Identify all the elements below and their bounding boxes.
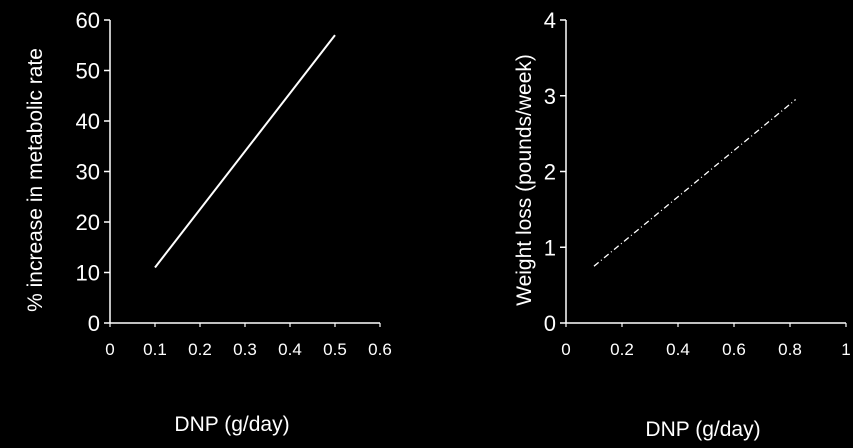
chart-weight-loss: 0 1 2 3 4 0 0.2 0.4 0.6 0.8 1 DNP (g/day) Weight … — [513, 8, 851, 441]
series-line — [593, 99, 797, 267]
x-tick-label: 0.4 — [666, 340, 690, 359]
y-tick-label: 1 — [544, 235, 556, 260]
y-tick-labels: 0 1 2 3 4 — [544, 8, 556, 336]
x-axis-label: DNP (g/day) — [645, 418, 760, 441]
x-tick-label: 0.6 — [722, 340, 746, 359]
y-tick-label: 3 — [544, 84, 556, 109]
y-axis-label: % increase in metabolic rate — [24, 48, 47, 312]
y-tick-label: 50 — [76, 59, 100, 84]
chart-metabolic-rate: 0 10 20 30 40 50 60 0 0.1 0.2 0.3 0.4 0.5 0.6 DNP (g… — [24, 8, 392, 436]
series-lines — [154, 34, 336, 269]
y-axis-label: Weight loss (pounds/week) — [513, 54, 536, 306]
x-tick-label: 0 — [561, 340, 570, 359]
x-tick-label: 1 — [841, 340, 850, 359]
y-tick-label: 20 — [76, 210, 100, 235]
y-tick-label: 10 — [76, 261, 100, 286]
axes — [104, 19, 381, 327]
x-tick-label: 0.4 — [278, 340, 302, 359]
x-tick-label: 0.6 — [368, 340, 392, 359]
y-tick-label: 60 — [76, 8, 100, 33]
y-tick-label: 0 — [88, 311, 100, 336]
x-tick-label: 0.3 — [233, 340, 257, 359]
y-tick-label: 40 — [76, 109, 100, 134]
axes — [560, 19, 847, 327]
x-tick-label: 0.1 — [143, 340, 167, 359]
x-tick-label: 0 — [105, 340, 114, 359]
x-tick-labels: 0 0.1 0.2 0.3 0.4 0.5 0.6 — [105, 340, 392, 359]
x-axis-label: DNP (g/day) — [174, 413, 289, 436]
series-lines — [593, 99, 797, 267]
x-tick-labels: 0 0.2 0.4 0.6 0.8 1 — [561, 340, 850, 359]
y-tick-labels: 0 10 20 30 40 50 60 — [76, 8, 100, 336]
x-tick-label: 0.8 — [778, 340, 802, 359]
y-tick-label: 4 — [544, 8, 556, 33]
y-tick-label: 2 — [544, 160, 556, 185]
x-tick-label: 0.2 — [610, 340, 634, 359]
x-tick-label: 0.2 — [188, 340, 212, 359]
y-tick-label: 0 — [544, 311, 556, 336]
y-tick-label: 30 — [76, 160, 100, 185]
series-line — [154, 34, 336, 269]
x-tick-label: 0.5 — [323, 340, 347, 359]
